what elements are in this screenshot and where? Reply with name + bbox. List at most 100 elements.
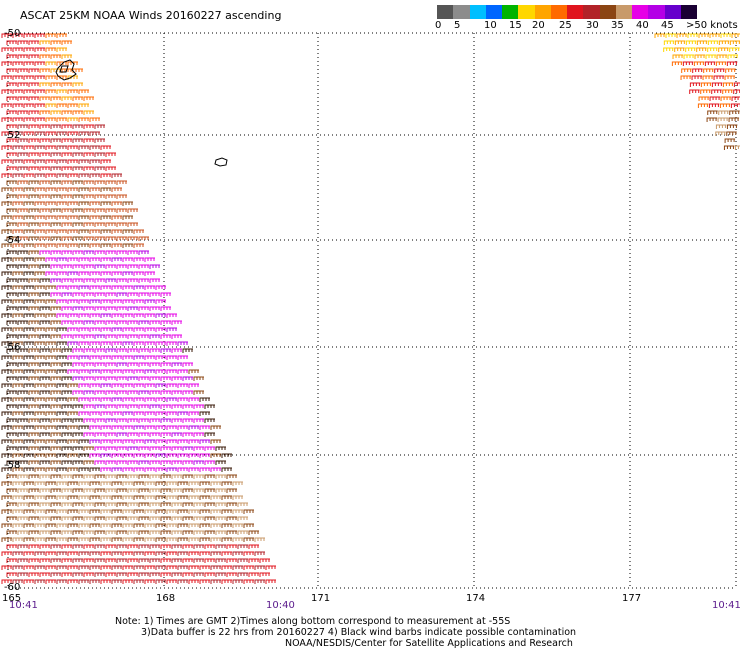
wind-barb	[182, 474, 193, 479]
colorbar-swatch	[583, 5, 600, 19]
wind-barb	[61, 68, 72, 73]
wind-barb	[1, 145, 12, 150]
wind-barb	[193, 376, 204, 381]
wind-barb	[100, 229, 111, 234]
wind-barb	[105, 488, 116, 493]
wind-barb	[39, 432, 50, 437]
wind-barb	[28, 376, 39, 381]
wind-barb	[1, 369, 12, 374]
wind-barb	[221, 481, 232, 486]
wind-barb	[199, 439, 210, 444]
wind-barb	[149, 404, 160, 409]
wind-barb	[89, 271, 100, 276]
wind-barb	[56, 187, 67, 192]
wind-barb	[718, 40, 730, 45]
wind-barb	[72, 544, 83, 549]
wind-barb	[100, 243, 111, 248]
wind-barb	[28, 320, 39, 325]
wind-barb	[56, 313, 67, 318]
wind-barb	[83, 530, 94, 535]
wind-barb	[100, 187, 111, 192]
wind-barb	[210, 425, 221, 430]
colorbar-swatch	[550, 5, 567, 19]
wind-barb	[138, 390, 149, 395]
wind-barb	[171, 530, 182, 535]
wind-barb	[17, 194, 28, 199]
wind-barb	[94, 502, 105, 507]
wind-barb	[177, 481, 188, 486]
wind-barb	[171, 516, 182, 521]
wind-barb	[1, 383, 12, 388]
wind-barb	[144, 453, 155, 458]
wind-barb	[28, 390, 39, 395]
wind-barb	[144, 369, 155, 374]
wind-barb	[61, 152, 72, 157]
wind-barb	[149, 320, 160, 325]
wind-barb	[78, 313, 89, 318]
wind-barb	[100, 481, 111, 486]
colorbar-label: 25	[559, 20, 572, 31]
wind-barb	[160, 362, 171, 367]
wind-barb	[122, 271, 133, 276]
wind-barb	[133, 341, 144, 346]
wind-barb	[193, 460, 204, 465]
wind-barb	[34, 257, 45, 262]
wind-barb	[149, 362, 160, 367]
wind-barb	[144, 481, 155, 486]
wind-barb	[160, 460, 171, 465]
wind-barb	[34, 117, 45, 122]
wind-barb	[94, 376, 105, 381]
wind-barb	[166, 495, 177, 500]
wind-barb	[133, 411, 144, 416]
wind-barb	[94, 180, 105, 185]
wind-barb	[100, 173, 111, 178]
wind-barb	[199, 397, 210, 402]
wind-barb	[243, 551, 254, 556]
wind-barb	[204, 488, 215, 493]
wind-barb	[45, 229, 56, 234]
wind-barb	[56, 103, 67, 108]
wind-barb	[78, 89, 89, 94]
wind-barb	[105, 208, 116, 213]
wind-barb	[39, 180, 50, 185]
wind-barb	[61, 306, 72, 311]
wind-barb	[45, 523, 56, 528]
wind-barb	[182, 544, 193, 549]
wind-barb	[1, 75, 12, 80]
wind-barb	[39, 516, 50, 521]
wind-barb	[72, 152, 83, 157]
wind-barb	[100, 215, 111, 220]
wind-barb	[166, 327, 177, 332]
wind-barb	[226, 530, 237, 535]
wind-barb	[188, 523, 199, 528]
wind-barb	[111, 411, 122, 416]
wind-barb	[1, 257, 12, 262]
wind-barb	[94, 390, 105, 395]
wind-barb	[193, 544, 204, 549]
wind-barb	[204, 432, 215, 437]
wind-barb	[193, 432, 204, 437]
note-line-2: 3)Data buffer is 22 hrs from 20160227 4)…	[141, 627, 577, 638]
wind-barb	[89, 201, 100, 206]
colorbar-label: 45	[661, 20, 674, 31]
wind-barb	[188, 397, 199, 402]
wind-barb	[665, 33, 676, 38]
wind-barb	[689, 82, 701, 87]
wind-barb	[83, 334, 94, 339]
wind-barb	[105, 292, 116, 297]
wind-barb	[694, 54, 706, 59]
wind-barb	[34, 229, 45, 234]
wind-barb	[45, 47, 56, 52]
wind-barb	[23, 551, 34, 556]
wind-barb	[265, 565, 276, 570]
wind-barb	[116, 362, 127, 367]
wind-barb	[23, 299, 34, 304]
wind-barb	[171, 502, 182, 507]
colorbar-swatch	[680, 5, 697, 19]
wind-barb	[39, 474, 50, 479]
wind-barb	[111, 565, 122, 570]
wind-barb	[188, 467, 199, 472]
wind-barb	[138, 348, 149, 353]
wind-barb	[155, 565, 166, 570]
wind-barb	[94, 166, 105, 171]
